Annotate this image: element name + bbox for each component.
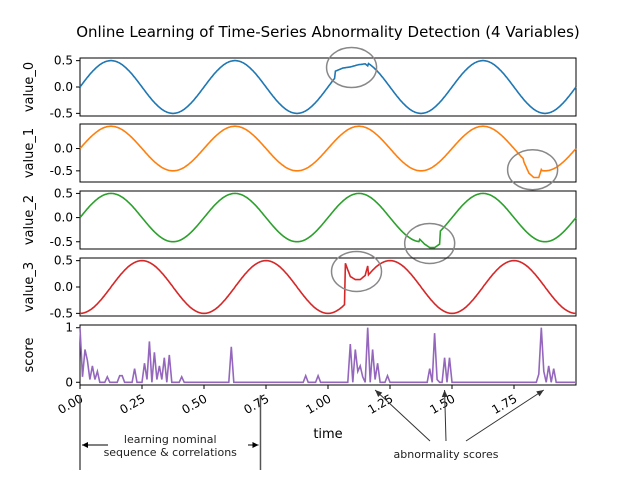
panel-frame	[79, 257, 577, 317]
series-line-value_0	[79, 59, 577, 115]
panel-value_2: 0.5 0.0 -0.5 value_2	[22, 186, 577, 265]
x-tick-label: 1.00	[303, 391, 333, 416]
annotation-arrow	[465, 389, 545, 442]
x-axis-label: time	[313, 427, 342, 442]
y-tick-label: 0.0	[54, 80, 73, 94]
y-axis-label: value_3	[22, 262, 37, 312]
y-tick-label: -0.5	[50, 106, 73, 120]
chart-title: Online Learning of Time-Series Abnormali…	[76, 23, 580, 41]
anomaly-circle	[506, 148, 559, 191]
annotation-abnormality: abnormality scores	[394, 448, 499, 461]
y-tick-label: 0.5	[54, 186, 73, 200]
anomaly-circle	[403, 222, 456, 265]
x-axis: 0.00 0.25 0.50 0.75 1.00 1.25 1.50 1.75	[55, 385, 520, 417]
y-tick-label: 0.0	[54, 280, 73, 294]
y-tick-label: -0.5	[50, 306, 73, 320]
annotation-arrowhead	[536, 390, 544, 397]
series-line-value_1	[79, 125, 577, 179]
y-tick-label: 0.0	[54, 211, 73, 225]
series-line-value_2	[79, 192, 577, 249]
x-tick-label: 0.50	[179, 391, 209, 416]
y-axis-label: value_1	[22, 128, 37, 178]
x-tick-label: 0.00	[55, 391, 85, 416]
panel-value_1: 0.0 -0.5 value_1	[22, 123, 577, 191]
y-tick-label: -0.5	[50, 235, 73, 249]
arrowhead-right	[252, 442, 259, 448]
panel-value_0: 0.5 0.0 -0.5 value_0	[22, 46, 577, 120]
y-axis-label: value_2	[22, 195, 37, 245]
annotation-arrowhead	[375, 390, 383, 397]
y-axis-label: score	[22, 338, 37, 373]
y-tick-label: 0	[65, 375, 73, 389]
anomaly-circle	[325, 46, 378, 89]
y-tick-label: 1	[65, 321, 73, 335]
y-axis-label: value_0	[22, 62, 37, 112]
y-tick-label: 0.5	[54, 254, 73, 268]
arrowhead-left	[82, 442, 88, 448]
annotation-learning-line: learning nominal	[124, 433, 217, 446]
annotation-arrow	[444, 389, 447, 442]
annotation-learning-line: sequence & correlations	[104, 446, 238, 459]
y-tick-label: -0.5	[50, 164, 73, 178]
panel-frame	[79, 123, 577, 183]
series-line-value_3	[79, 259, 577, 315]
panel-score: 1 0 score	[22, 321, 577, 389]
x-tick-label: 0.75	[241, 391, 271, 416]
anomaly-circle	[330, 250, 383, 293]
panel-value_3: 0.5 0.0 -0.5 value_3	[22, 250, 577, 320]
x-tick-label: 1.50	[427, 391, 457, 416]
annotation-arrow	[374, 389, 431, 442]
series-line-score	[79, 327, 576, 384]
y-tick-label: 0.5	[54, 54, 73, 68]
y-tick-label: 0.0	[54, 142, 73, 156]
x-tick-label: 0.25	[117, 391, 147, 416]
panel-frame	[79, 190, 577, 250]
annotation-bg	[108, 433, 248, 463]
x-tick-label: 1.75	[489, 391, 519, 416]
panels: 0.5 0.0 -0.5 value_0 0.0 -0.5 value_1 0.5 0.0 -0.…	[22, 46, 577, 389]
annotation-arrowhead	[441, 390, 448, 398]
